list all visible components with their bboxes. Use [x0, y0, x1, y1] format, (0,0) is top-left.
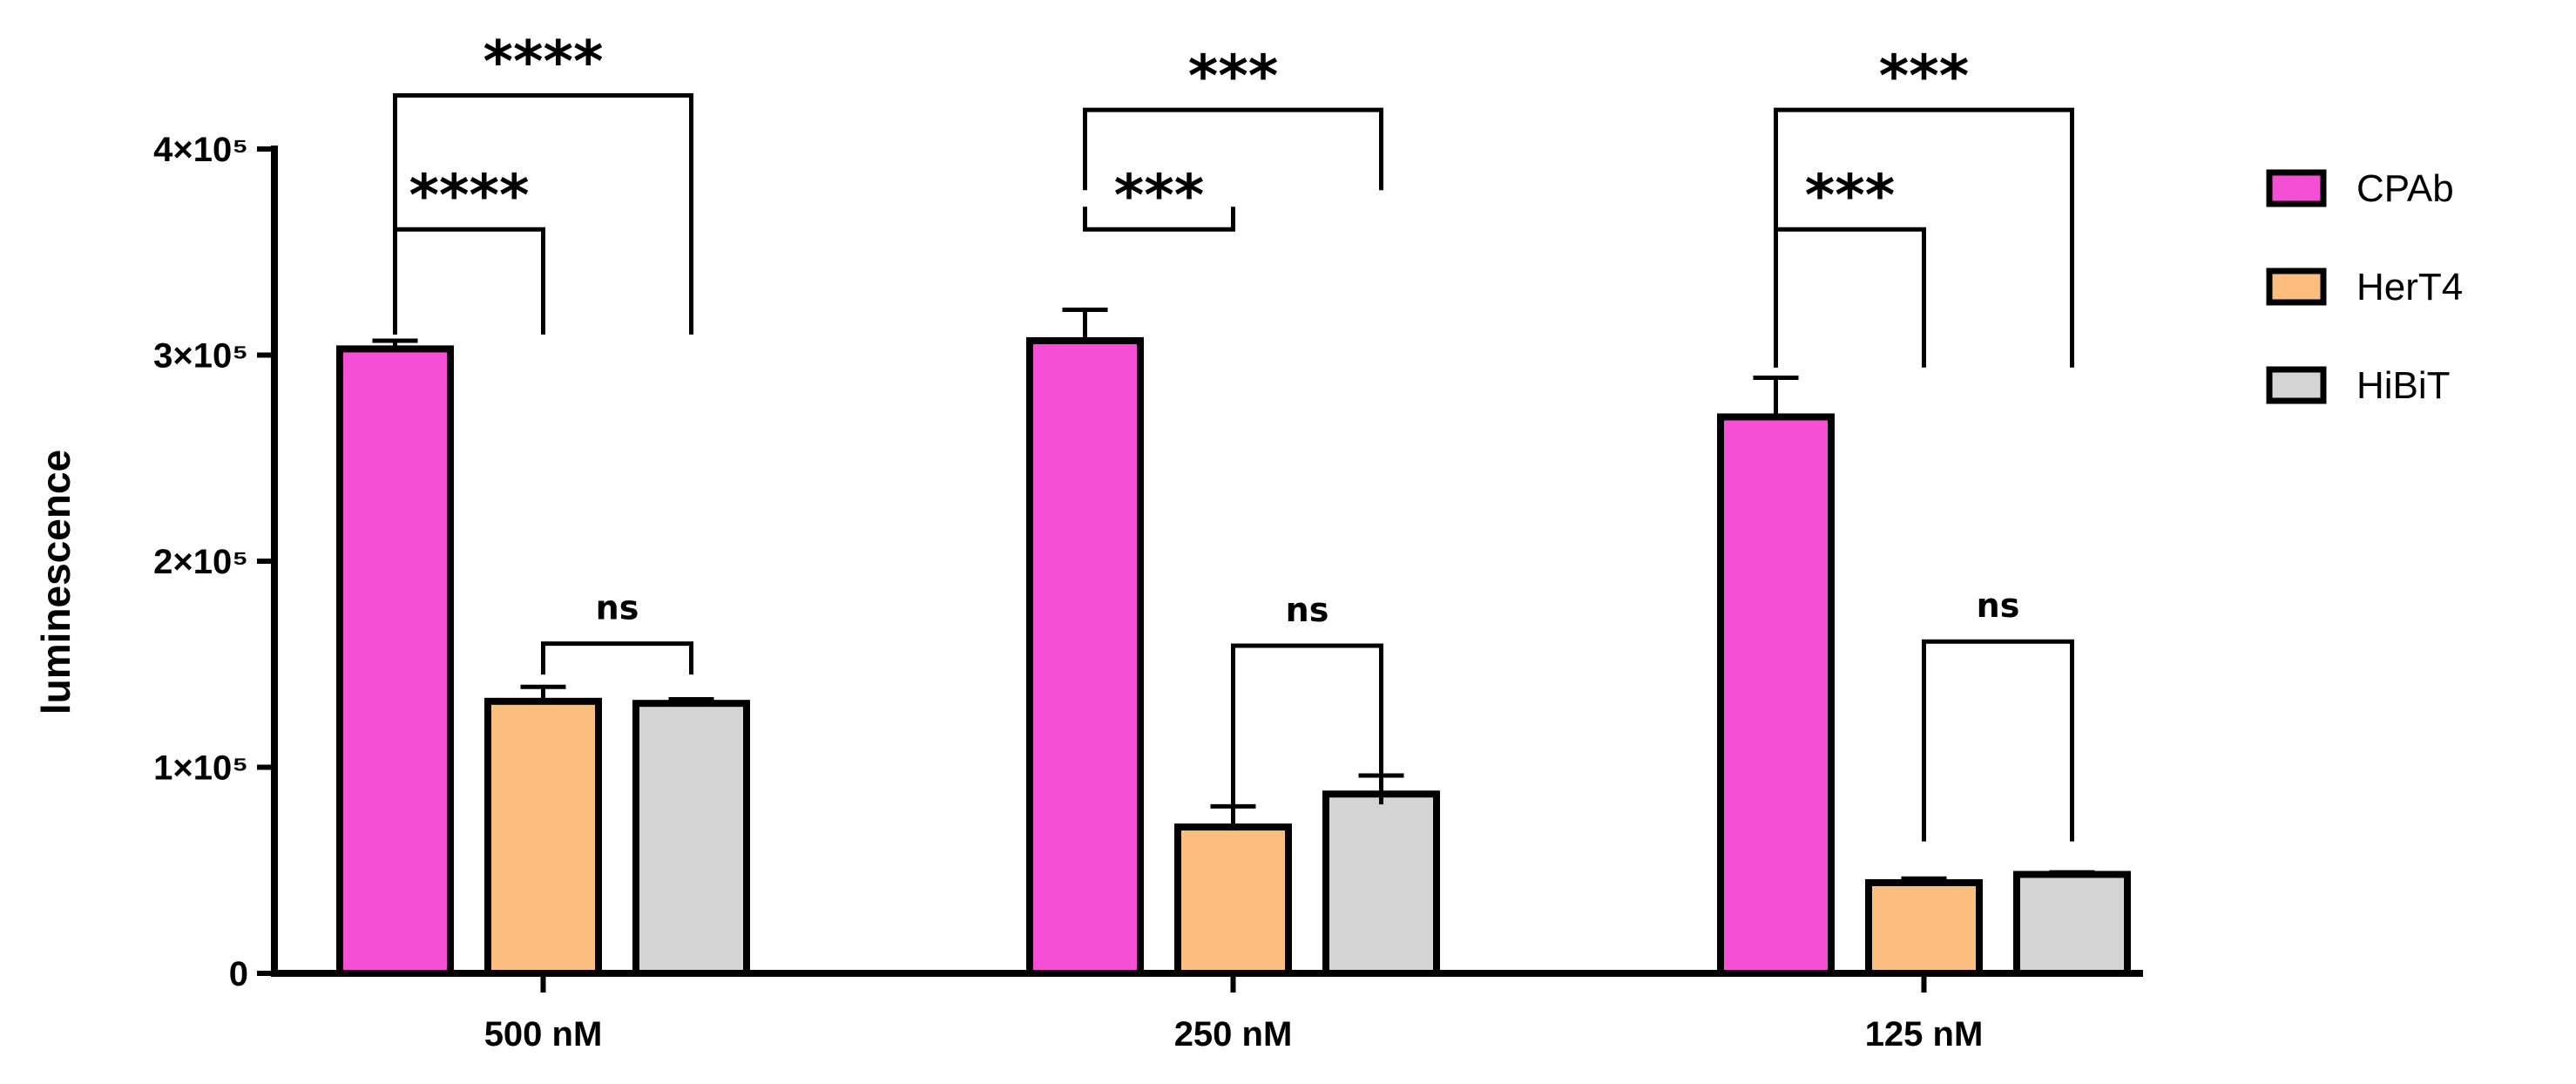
significance-label-5: ns	[1286, 591, 1329, 629]
significance-label-7: ***	[1805, 162, 1896, 229]
legend-label-hibit: HiBiT	[2356, 364, 2451, 407]
significance-bracket-2	[541, 641, 693, 675]
bar-cpab-1	[1026, 336, 1144, 977]
significance-bracket-1	[393, 227, 545, 335]
bar-hert4-0	[484, 697, 602, 977]
y-tick-label-3: 3×10⁵	[153, 337, 248, 376]
x-tick-label-0: 500 nM	[484, 1015, 603, 1054]
significance-bracket-8	[1922, 639, 2074, 842]
significance-bracket-0	[393, 93, 693, 335]
legend-swatch-cpab	[2266, 169, 2327, 207]
significance-bracket-3	[1083, 107, 1383, 191]
y-tick-label-1: 1×10⁵	[153, 749, 248, 788]
bar-hibit-2	[2013, 871, 2131, 977]
bar-hert4-1	[1174, 823, 1292, 978]
y-tick-label-4: 4×10⁵	[153, 131, 248, 169]
significance-label-2: ns	[596, 589, 639, 627]
significance-bracket-5	[1231, 643, 1383, 805]
legend-label-cpab: CPAb	[2356, 167, 2454, 210]
bar-hert4-2	[1865, 878, 1983, 977]
bar-hibit-0	[632, 700, 750, 977]
bar-cpab-0	[336, 345, 454, 977]
significance-label-1: ****	[409, 162, 529, 229]
significance-bracket-7	[1774, 227, 1926, 368]
x-tick-label-1: 250 nM	[1174, 1015, 1293, 1054]
significance-label-3: ***	[1188, 43, 1279, 110]
bar-cpab-2	[1717, 413, 1835, 977]
bar-hibit-1	[1322, 790, 1440, 977]
significance-label-6: ***	[1879, 43, 1970, 110]
significance-label-0: ****	[483, 29, 603, 96]
legend-swatch-hibit	[2266, 366, 2327, 404]
y-tick-label-0: 0	[229, 955, 248, 993]
y-tick-label-2: 2×10⁵	[153, 543, 248, 581]
legend-label-hert4: HerT4	[2356, 266, 2463, 308]
significance-label-8: ns	[1977, 586, 2020, 625]
significance-bracket-4	[1083, 207, 1235, 232]
significance-label-4: ***	[1114, 162, 1205, 229]
x-tick-label-2: 125 nM	[1865, 1015, 1984, 1054]
y-axis-title: luminescence	[33, 450, 78, 715]
legend-swatch-hert4	[2266, 268, 2327, 306]
plot-area: 0 1×10⁵ 2×10⁵ 3×10⁵ 4×10⁵ 500 nM 250 nM 125 nM *…	[153, 29, 2463, 1054]
